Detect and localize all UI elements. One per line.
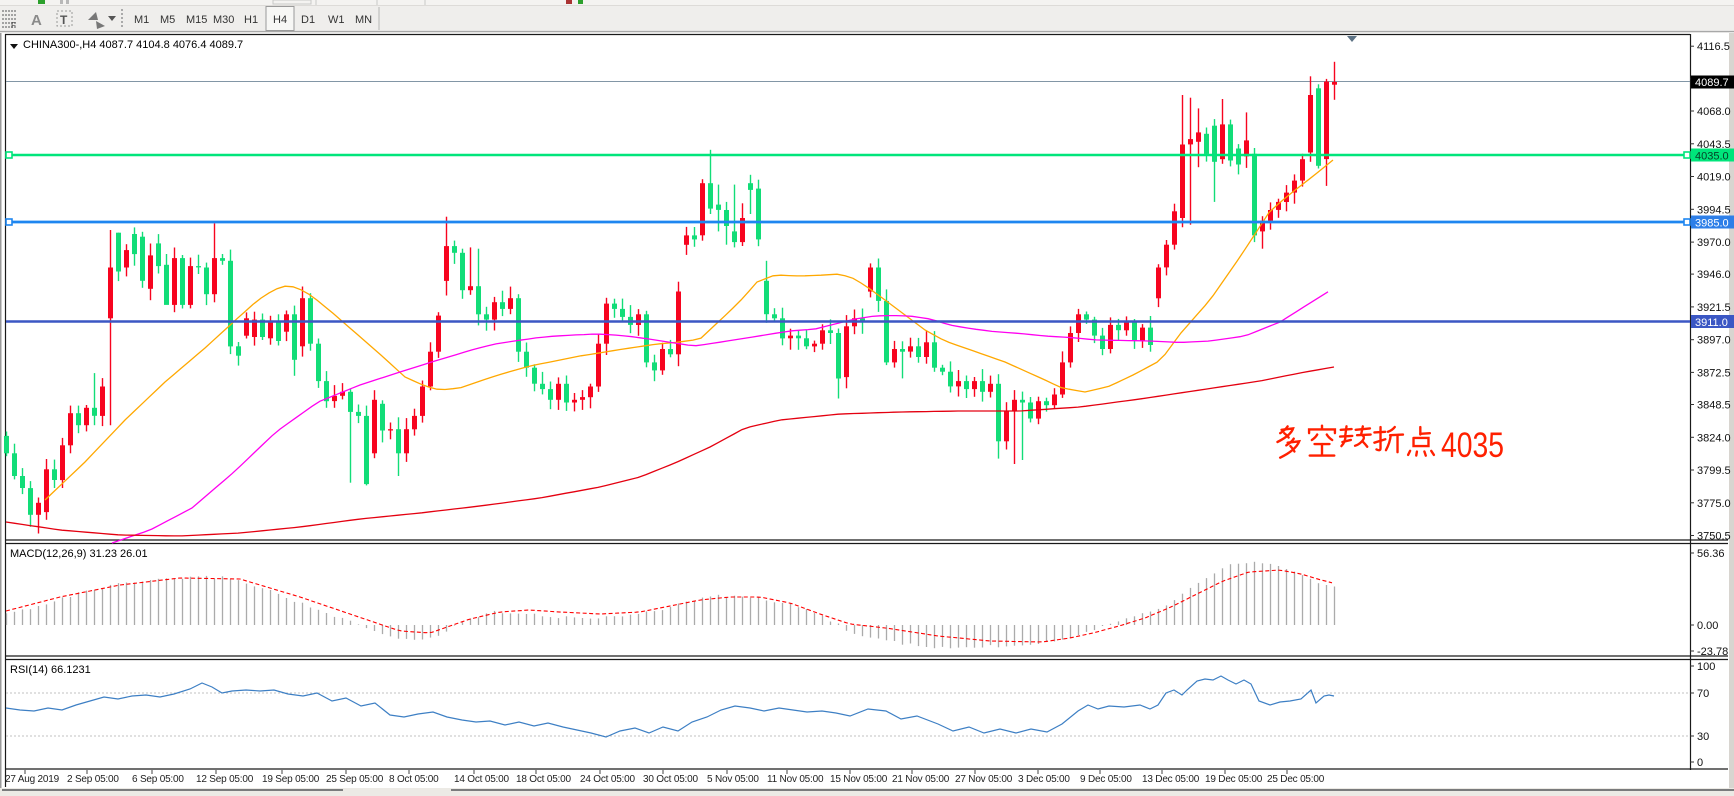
svg-text:24 Oct 05:00: 24 Oct 05:00: [580, 774, 635, 785]
svg-text:D1: D1: [301, 14, 315, 26]
svg-text:27 Aug 2019: 27 Aug 2019: [5, 774, 60, 785]
svg-text:3848.5: 3848.5: [1697, 400, 1731, 412]
svg-text:19 Dec 05:00: 19 Dec 05:00: [1205, 774, 1263, 785]
svg-text:0: 0: [1697, 757, 1703, 769]
svg-text:W1: W1: [328, 14, 345, 26]
svg-text:5 Nov 05:00: 5 Nov 05:00: [707, 774, 759, 785]
svg-text:21 Nov 05:00: 21 Nov 05:00: [892, 774, 950, 785]
svg-text:T: T: [60, 13, 68, 27]
svg-text:3872.5: 3872.5: [1697, 367, 1731, 379]
svg-text:100: 100: [1697, 661, 1715, 673]
svg-text:M1: M1: [134, 14, 149, 26]
svg-text:11 Nov 05:00: 11 Nov 05:00: [767, 774, 824, 785]
svg-text:CHINA300-,H4 4087.7 4104.8 40: CHINA300-,H4 4087.7 4104.8 4076.4 4089.7: [23, 39, 243, 51]
svg-text:3946.0: 3946.0: [1697, 269, 1731, 281]
svg-text:4035: 4035: [1441, 426, 1504, 465]
svg-text:3 Dec 05:00: 3 Dec 05:00: [1018, 774, 1070, 785]
svg-text:RSI(14) 66.1231: RSI(14) 66.1231: [10, 664, 91, 676]
svg-text:4035.0: 4035.0: [1695, 151, 1729, 163]
svg-text:12 Sep 05:00: 12 Sep 05:00: [196, 774, 254, 785]
svg-text:56.36: 56.36: [1697, 548, 1725, 560]
svg-text:H1: H1: [244, 14, 258, 26]
svg-text:4068.0: 4068.0: [1697, 106, 1731, 118]
svg-text:3921.5: 3921.5: [1697, 302, 1731, 314]
svg-text:3750.5: 3750.5: [1697, 531, 1731, 543]
svg-text:8 Oct 05:00: 8 Oct 05:00: [389, 774, 439, 785]
svg-text:-23.78: -23.78: [1697, 646, 1728, 658]
svg-text:3775.0: 3775.0: [1697, 498, 1731, 510]
svg-text:13 Dec 05:00: 13 Dec 05:00: [1142, 774, 1200, 785]
svg-text:25 Dec 05:00: 25 Dec 05:00: [1267, 774, 1325, 785]
svg-text:19 Sep 05:00: 19 Sep 05:00: [262, 774, 320, 785]
svg-text:0.00: 0.00: [1697, 620, 1718, 632]
svg-text:30: 30: [1697, 731, 1709, 743]
svg-text:6 Sep 05:00: 6 Sep 05:00: [132, 774, 184, 785]
svg-text:30 Oct 05:00: 30 Oct 05:00: [643, 774, 698, 785]
svg-text:70: 70: [1697, 688, 1709, 700]
svg-text:M5: M5: [160, 14, 175, 26]
svg-text:H4: H4: [273, 14, 287, 26]
svg-text:15 Nov 05:00: 15 Nov 05:00: [830, 774, 888, 785]
svg-text:4116.5: 4116.5: [1697, 41, 1730, 53]
svg-text:3911.0: 3911.0: [1695, 317, 1728, 329]
svg-text:3824.0: 3824.0: [1697, 432, 1731, 444]
svg-text:M30: M30: [213, 14, 234, 26]
svg-text:4019.0: 4019.0: [1697, 172, 1731, 184]
svg-text:3985.0: 3985.0: [1695, 218, 1729, 230]
svg-text:27 Nov 05:00: 27 Nov 05:00: [955, 774, 1013, 785]
svg-text:18 Oct 05:00: 18 Oct 05:00: [516, 774, 571, 785]
svg-text:3799.5: 3799.5: [1697, 465, 1731, 477]
svg-text:4089.7: 4089.7: [1695, 77, 1729, 89]
svg-text:3994.5: 3994.5: [1697, 204, 1731, 216]
svg-text:M15: M15: [186, 14, 207, 26]
svg-text:14 Oct 05:00: 14 Oct 05:00: [454, 774, 509, 785]
svg-text:F: F: [11, 21, 16, 30]
svg-text:9 Dec 05:00: 9 Dec 05:00: [1080, 774, 1132, 785]
svg-text:A: A: [31, 12, 42, 29]
svg-text:2 Sep 05:00: 2 Sep 05:00: [67, 774, 119, 785]
svg-text:25 Sep 05:00: 25 Sep 05:00: [326, 774, 384, 785]
svg-text:3897.0: 3897.0: [1697, 335, 1731, 347]
svg-text:3970.0: 3970.0: [1697, 237, 1731, 249]
svg-text:MN: MN: [355, 14, 372, 26]
svg-text:4043.5: 4043.5: [1697, 139, 1731, 151]
svg-text:MACD(12,26,9) 31.23 26.01: MACD(12,26,9) 31.23 26.01: [10, 548, 148, 560]
